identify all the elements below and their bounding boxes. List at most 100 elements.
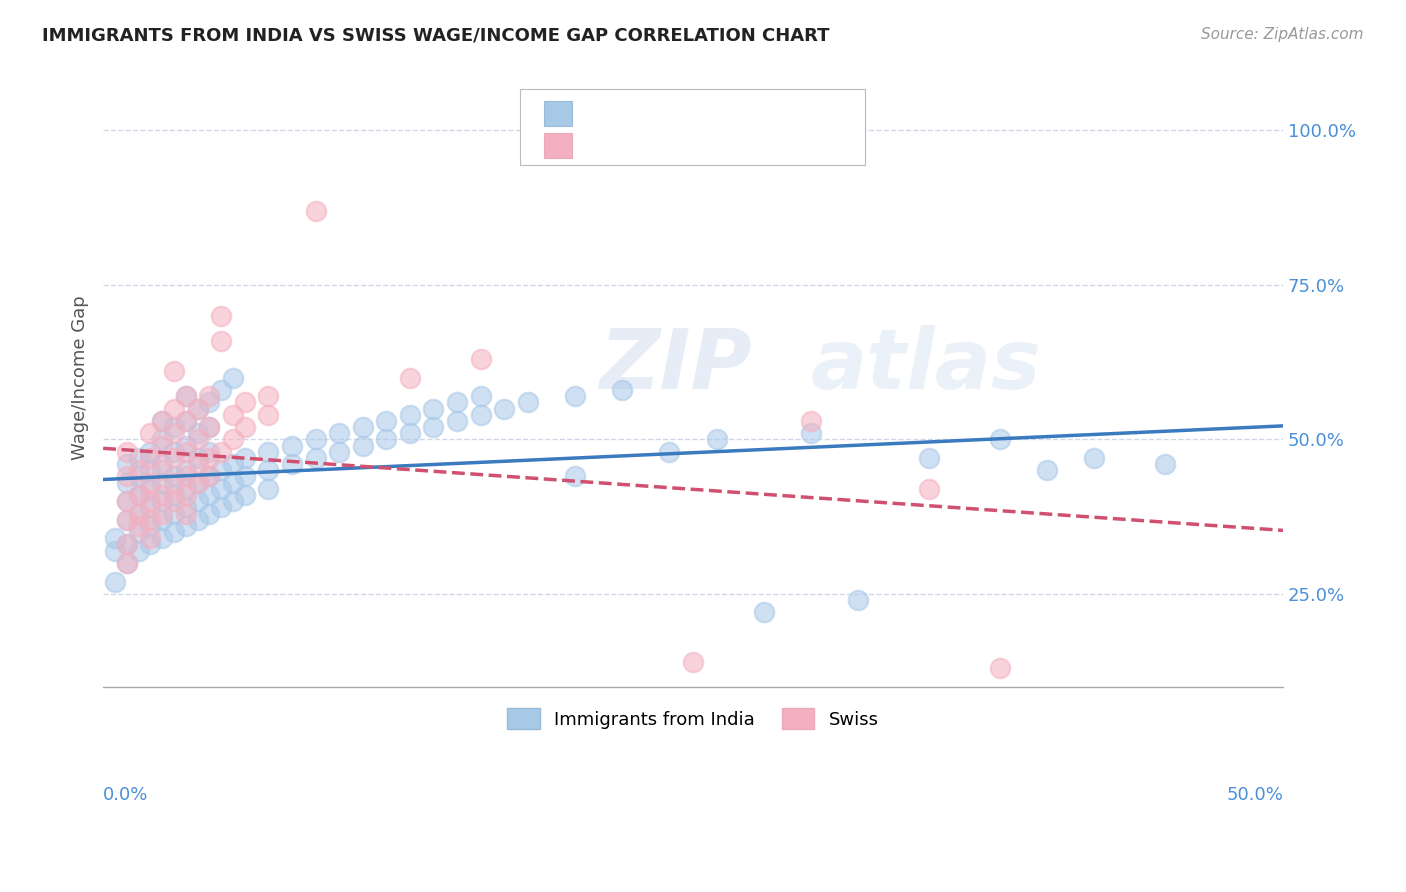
Point: [399, 408, 422, 422]
Point: [163, 475, 186, 490]
Point: [150, 439, 173, 453]
Point: [139, 482, 162, 496]
Point: [222, 475, 245, 490]
Point: [846, 593, 869, 607]
Point: [800, 426, 823, 441]
Point: [375, 414, 398, 428]
Point: [222, 370, 245, 384]
Legend: Immigrants from India, Swiss: Immigrants from India, Swiss: [501, 701, 886, 737]
Point: [304, 203, 326, 218]
Point: [988, 661, 1011, 675]
Point: [128, 469, 150, 483]
Point: [209, 444, 232, 458]
Point: [163, 488, 186, 502]
Point: [446, 395, 468, 409]
Point: [150, 507, 173, 521]
Point: [150, 463, 173, 477]
Point: [198, 488, 221, 502]
Point: [209, 463, 232, 477]
Point: [564, 469, 586, 483]
Y-axis label: Wage/Income Gap: Wage/Income Gap: [72, 295, 89, 460]
Point: [1036, 463, 1059, 477]
Point: [128, 488, 150, 502]
Point: [198, 469, 221, 483]
Point: [174, 500, 197, 515]
Point: [115, 556, 138, 570]
Point: [209, 309, 232, 323]
Text: Source: ZipAtlas.com: Source: ZipAtlas.com: [1201, 27, 1364, 42]
Text: 0.338: 0.338: [612, 104, 669, 122]
Point: [988, 433, 1011, 447]
Text: 50.0%: 50.0%: [1226, 786, 1284, 804]
Point: [186, 401, 208, 416]
Point: [163, 364, 186, 378]
Point: [163, 507, 186, 521]
Point: [470, 389, 492, 403]
Point: [139, 531, 162, 545]
Point: [128, 488, 150, 502]
Point: [163, 494, 186, 508]
Point: [163, 450, 186, 465]
Point: [174, 439, 197, 453]
Point: [198, 420, 221, 434]
Point: [304, 450, 326, 465]
Point: [186, 475, 208, 490]
Point: [470, 352, 492, 367]
Point: [163, 444, 186, 458]
Point: [233, 420, 256, 434]
Point: [150, 414, 173, 428]
Point: [399, 370, 422, 384]
Point: [209, 500, 232, 515]
Point: [257, 444, 280, 458]
Point: [198, 389, 221, 403]
Point: [470, 408, 492, 422]
Point: [174, 463, 197, 477]
Point: [186, 401, 208, 416]
Point: [139, 444, 162, 458]
Point: [918, 482, 941, 496]
Point: [446, 414, 468, 428]
Point: [422, 420, 444, 434]
Point: [209, 334, 232, 348]
Point: [222, 433, 245, 447]
Point: [104, 531, 127, 545]
Point: [233, 450, 256, 465]
Point: [139, 519, 162, 533]
Point: [139, 463, 162, 477]
Point: [115, 494, 138, 508]
Point: [233, 488, 256, 502]
Point: [186, 433, 208, 447]
Point: [115, 513, 138, 527]
Point: [115, 475, 138, 490]
Point: [150, 531, 173, 545]
Text: N =: N =: [685, 136, 724, 154]
Point: [150, 488, 173, 502]
Point: [352, 439, 374, 453]
Point: [494, 401, 516, 416]
Point: [174, 389, 197, 403]
Point: [150, 457, 173, 471]
Point: [257, 408, 280, 422]
Point: [174, 414, 197, 428]
Point: [128, 507, 150, 521]
Text: R =: R =: [583, 136, 623, 154]
Point: [186, 450, 208, 465]
Point: [128, 463, 150, 477]
Point: [233, 395, 256, 409]
Text: atlas: atlas: [811, 325, 1042, 406]
Point: [128, 519, 150, 533]
Point: [375, 433, 398, 447]
Point: [163, 401, 186, 416]
Point: [516, 395, 538, 409]
Point: [186, 475, 208, 490]
Point: [918, 450, 941, 465]
Point: [150, 513, 173, 527]
Point: [752, 606, 775, 620]
Point: [104, 543, 127, 558]
Point: [706, 433, 728, 447]
Point: [328, 426, 350, 441]
Point: [328, 444, 350, 458]
Point: [304, 433, 326, 447]
Point: [198, 444, 221, 458]
Text: ZIP: ZIP: [599, 325, 751, 406]
